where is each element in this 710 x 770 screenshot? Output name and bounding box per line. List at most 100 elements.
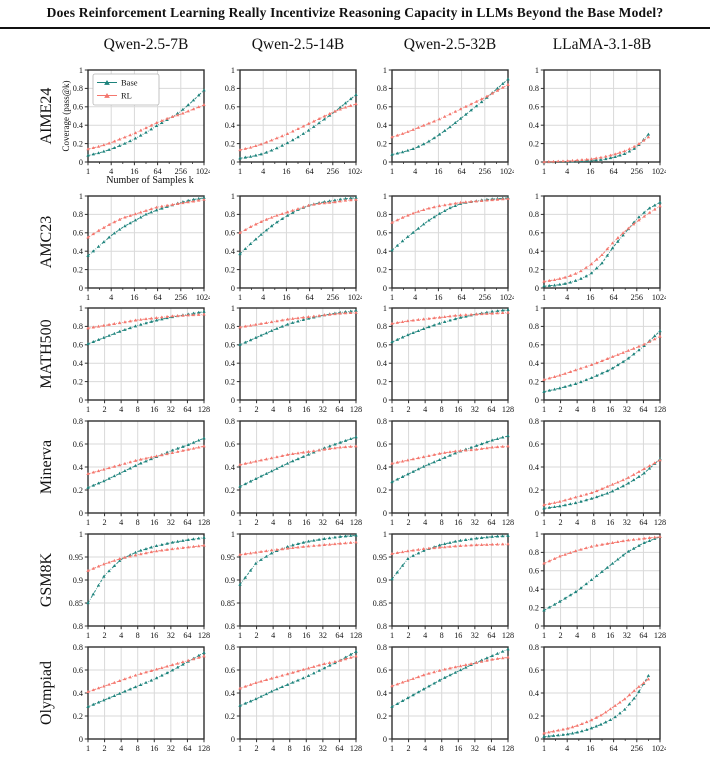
- svg-text:0.8: 0.8: [529, 548, 539, 557]
- svg-text:0.2: 0.2: [225, 377, 235, 386]
- gridlines: [240, 308, 357, 400]
- gridlines: [88, 647, 205, 739]
- svg-text:128: 128: [502, 631, 514, 640]
- svg-text:1: 1: [231, 192, 235, 201]
- svg-text:1: 1: [542, 167, 546, 176]
- svg-text:0.4: 0.4: [377, 121, 387, 130]
- svg-text:0.85: 0.85: [373, 599, 387, 608]
- svg-text:0.2: 0.2: [225, 265, 235, 274]
- svg-text:4: 4: [565, 167, 569, 176]
- svg-text:2: 2: [255, 631, 259, 640]
- svg-text:256: 256: [631, 744, 643, 753]
- svg-text:32: 32: [623, 631, 631, 640]
- svg-text:256: 256: [175, 293, 187, 302]
- svg-text:0.4: 0.4: [529, 689, 539, 698]
- gridlines: [392, 196, 509, 288]
- svg-text:0.8: 0.8: [529, 210, 539, 219]
- svg-text:0.6: 0.6: [73, 229, 83, 238]
- svg-text:128: 128: [654, 405, 666, 414]
- svg-text:1: 1: [231, 530, 235, 539]
- axes: 1 4 16 64 256 1024 0 0.2 0.4 0.6 0.8 1: [225, 66, 364, 176]
- svg-text:64: 64: [487, 518, 495, 527]
- svg-text:1: 1: [390, 293, 394, 302]
- series-rl: [390, 655, 510, 688]
- svg-text:4: 4: [271, 744, 275, 753]
- svg-text:0.8: 0.8: [529, 417, 539, 426]
- svg-text:64: 64: [487, 631, 495, 640]
- legend: Base RL: [92, 73, 160, 106]
- series-rl: [238, 102, 358, 152]
- svg-text:8: 8: [136, 405, 140, 414]
- svg-text:64: 64: [487, 744, 495, 753]
- svg-text:8: 8: [440, 518, 444, 527]
- svg-text:16: 16: [454, 631, 462, 640]
- series-base: [238, 196, 358, 256]
- svg-text:16: 16: [606, 631, 614, 640]
- svg-text:32: 32: [623, 405, 631, 414]
- gridlines: [240, 647, 357, 739]
- axes: 1 2 4 8 16 32 64 128 0 0.2 0.4 0.6 0.8: [225, 643, 362, 753]
- svg-text:64: 64: [610, 293, 618, 302]
- svg-text:4: 4: [119, 744, 123, 753]
- svg-text:1: 1: [390, 167, 394, 176]
- panel-amc23-llama-3.1-8b: 1 4 16 64 256 1024 0 0.2 0.4 0.6 0.8 1: [510, 188, 668, 319]
- svg-text:256: 256: [327, 167, 339, 176]
- svg-text:8: 8: [136, 631, 140, 640]
- svg-text:4: 4: [271, 405, 275, 414]
- series-rl: [238, 540, 358, 556]
- svg-text:32: 32: [623, 518, 631, 527]
- svg-text:2: 2: [255, 405, 259, 414]
- svg-text:1: 1: [542, 293, 546, 302]
- svg-text:2: 2: [559, 405, 563, 414]
- svg-text:0.6: 0.6: [73, 440, 83, 449]
- series-base: [238, 533, 358, 586]
- svg-text:1024: 1024: [500, 167, 514, 176]
- svg-text:8: 8: [592, 518, 596, 527]
- svg-text:0.2: 0.2: [73, 377, 83, 386]
- series-rl: [86, 654, 206, 693]
- svg-text:0.8: 0.8: [73, 417, 83, 426]
- gridlines: [544, 534, 661, 626]
- series-rl: [238, 444, 358, 466]
- svg-text:0.2: 0.2: [73, 265, 83, 274]
- panel-math500-qwen-2.5-14b: 1 2 4 8 16 32 64 128 0 0.2 0.4 0.6 0.8 1: [206, 300, 362, 431]
- svg-text:0.9: 0.9: [377, 576, 387, 585]
- axes: 1 2 4 8 16 32 64 128 0 0.2 0.4 0.6 0.8 1: [73, 304, 210, 414]
- svg-text:0.8: 0.8: [529, 322, 539, 331]
- svg-text:1: 1: [390, 744, 394, 753]
- series-rl: [86, 312, 206, 330]
- svg-text:1: 1: [542, 405, 546, 414]
- svg-text:64: 64: [183, 518, 191, 527]
- series-base: [542, 534, 662, 612]
- svg-text:0.4: 0.4: [529, 247, 539, 256]
- svg-text:256: 256: [479, 293, 491, 302]
- svg-text:0.8: 0.8: [225, 210, 235, 219]
- panel-amc23-qwen-2.5-14b: 1 4 16 64 256 1024 0 0.2 0.4 0.6 0.8 1: [206, 188, 364, 319]
- svg-text:128: 128: [654, 518, 666, 527]
- svg-text:4: 4: [109, 293, 113, 302]
- svg-text:64: 64: [183, 631, 191, 640]
- panel-math500-llama-3.1-8b: 1 2 4 8 16 32 64 128 0 0.2 0.4 0.6 0.8 1: [510, 300, 666, 431]
- svg-text:0.9: 0.9: [225, 576, 235, 585]
- axes: 1 4 16 64 256 1024 0 0.2 0.4 0.6 0.8 1: [73, 66, 212, 176]
- svg-text:0.4: 0.4: [73, 247, 83, 256]
- panel-aime24-llama-3.1-8b: 1 4 16 64 256 1024 0 0.2 0.4 0.6 0.8 1: [510, 62, 668, 193]
- svg-text:2: 2: [103, 518, 107, 527]
- svg-text:32: 32: [319, 405, 327, 414]
- svg-text:0.6: 0.6: [529, 229, 539, 238]
- svg-text:4: 4: [271, 631, 275, 640]
- series-rl: [390, 310, 510, 325]
- svg-text:4: 4: [119, 405, 123, 414]
- svg-text:1: 1: [238, 405, 242, 414]
- svg-text:0.6: 0.6: [377, 103, 387, 112]
- svg-text:0.8: 0.8: [225, 322, 235, 331]
- svg-text:16: 16: [302, 631, 310, 640]
- svg-text:0.2: 0.2: [377, 265, 387, 274]
- svg-text:4: 4: [119, 518, 123, 527]
- panel-math500-qwen-2.5-32b: 1 2 4 8 16 32 64 128 0 0.2 0.4 0.6 0.8 1: [358, 300, 514, 431]
- series-rl: [390, 542, 510, 555]
- svg-text:4: 4: [119, 631, 123, 640]
- svg-text:32: 32: [319, 631, 327, 640]
- svg-text:8: 8: [440, 744, 444, 753]
- series-rl: [390, 444, 510, 465]
